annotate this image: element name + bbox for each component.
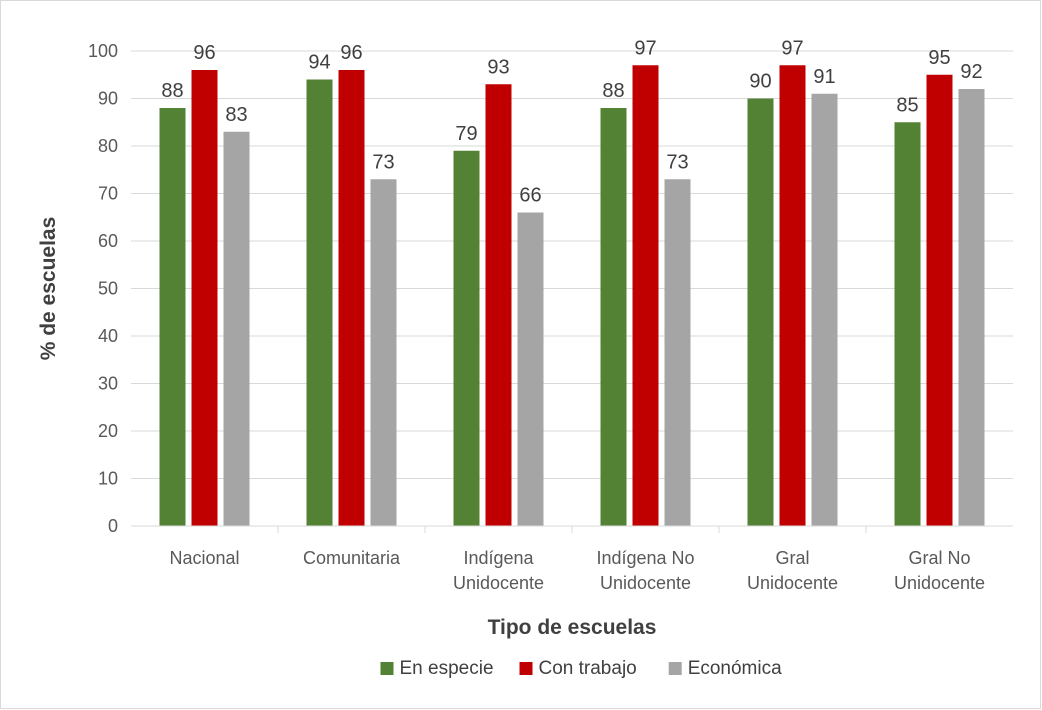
bar <box>600 108 627 526</box>
data-label: 85 <box>896 94 918 116</box>
bar <box>517 212 544 526</box>
x-axis-title: Tipo de escuelas <box>488 616 657 639</box>
y-tick-label: 80 <box>98 136 118 156</box>
bars <box>159 65 985 526</box>
data-label: 88 <box>602 80 624 102</box>
data-label: 83 <box>225 104 247 126</box>
legend-label: En especie <box>400 658 494 679</box>
data-label: 94 <box>308 52 330 74</box>
bar <box>958 89 985 526</box>
y-tick-label: 60 <box>98 231 118 251</box>
y-tick-label: 90 <box>98 89 118 109</box>
bar <box>485 84 512 526</box>
y-tick-label: 30 <box>98 374 118 394</box>
y-tick-label: 70 <box>98 184 118 204</box>
x-tick-label: Indígena <box>463 548 534 568</box>
y-tick-label: 10 <box>98 469 118 489</box>
x-tick-label: Indígena No <box>596 548 694 568</box>
data-label: 88 <box>161 80 183 102</box>
data-label: 93 <box>487 56 509 78</box>
data-label: 95 <box>928 47 950 69</box>
y-axis-title: % de escuelas <box>37 217 60 361</box>
gridlines <box>131 50 1013 479</box>
bar <box>159 108 186 526</box>
bar <box>779 65 806 526</box>
data-label: 66 <box>519 185 541 207</box>
y-tick-label: 50 <box>98 279 118 299</box>
bar <box>223 131 250 526</box>
data-label: 97 <box>634 37 656 59</box>
bar <box>926 74 953 526</box>
y-tick-label: 40 <box>98 326 118 346</box>
bar <box>370 179 397 526</box>
legend: En especie Con trabajo Económica <box>380 658 782 679</box>
x-tick-label: Unidocente <box>747 573 838 593</box>
x-tick-label: Comunitaria <box>303 548 401 568</box>
axes: 0 10 20 30 40 50 60 70 80 90 100 Nacional Comunitari… <box>88 41 1013 593</box>
bar <box>338 70 365 526</box>
x-tick-label: Unidocente <box>894 573 985 593</box>
data-label: 96 <box>340 42 362 64</box>
x-tick-label: Unidocente <box>453 573 544 593</box>
y-tick-label: 0 <box>108 516 118 536</box>
legend-swatch <box>519 662 533 675</box>
y-tick-label: 20 <box>98 421 118 441</box>
data-label: 73 <box>666 151 688 173</box>
legend-label: Económica <box>688 658 782 679</box>
bar <box>811 93 838 526</box>
bar <box>306 79 333 526</box>
data-label: 91 <box>813 66 835 88</box>
y-tick-label: 100 <box>88 41 118 61</box>
bar <box>747 98 774 526</box>
data-label: 92 <box>960 61 982 83</box>
bar <box>453 150 480 526</box>
data-label: 73 <box>372 151 394 173</box>
data-label: 97 <box>781 37 803 59</box>
bar <box>894 122 921 526</box>
x-tick-label: Nacional <box>169 548 239 568</box>
legend-label: Con trabajo <box>539 658 637 679</box>
data-label: 90 <box>749 71 771 93</box>
data-label: 79 <box>455 123 477 145</box>
x-tick-label: Gral No <box>908 548 970 568</box>
data-labels: 88 96 83 94 96 73 79 93 66 88 97 73 90 97 91 85 95 92 <box>161 37 982 206</box>
legend-swatch <box>380 662 394 675</box>
data-label: 96 <box>193 42 215 64</box>
bar <box>664 179 691 526</box>
bar <box>632 65 659 526</box>
x-tick-label: Unidocente <box>600 573 691 593</box>
bar <box>191 70 218 526</box>
x-tick-label: Gral <box>775 548 809 568</box>
legend-swatch <box>668 662 682 675</box>
